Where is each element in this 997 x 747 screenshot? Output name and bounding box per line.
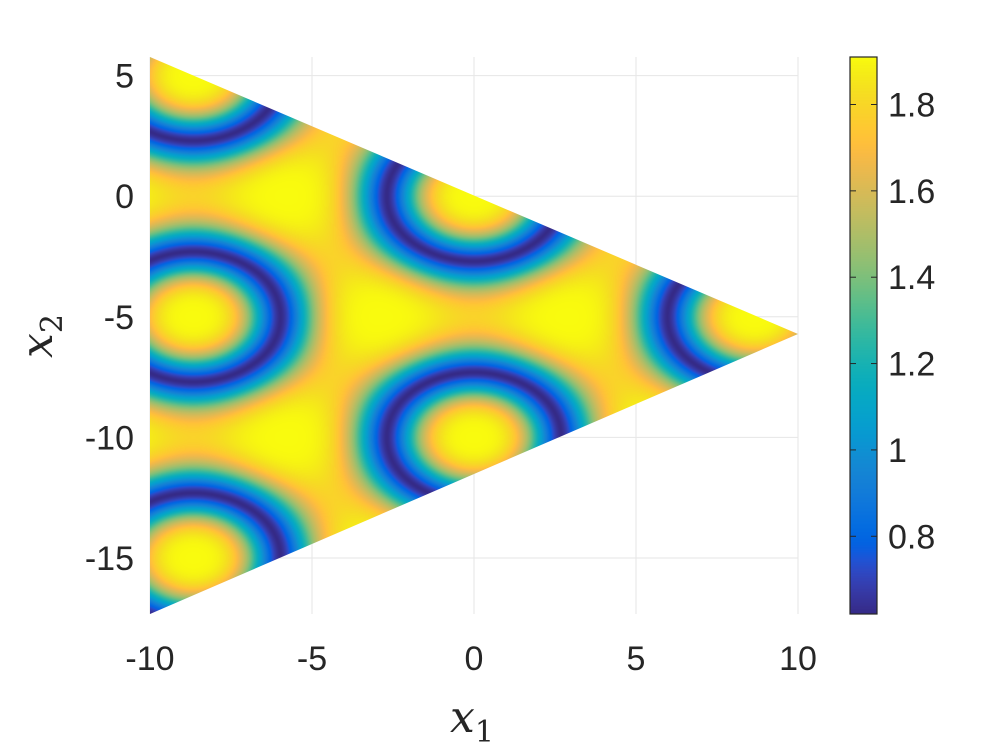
y-axis-label: x2 [12, 314, 70, 358]
colorbar-tick-label: 1.8 [888, 86, 935, 124]
x-tick-label: 5 [627, 640, 646, 678]
x-tick-label: 10 [779, 640, 817, 678]
y-tick-label: -10 [85, 419, 134, 457]
x-tick-label: -10 [125, 640, 174, 678]
colorbar-tick-label: 0.8 [888, 518, 935, 556]
colorbar [850, 57, 877, 614]
colorbar-tick-label: 1 [888, 432, 907, 470]
colorbar-tick-labels: 0.8 1 1.2 1.4 1.6 1.8 [850, 86, 935, 556]
y-tick-label: -5 [104, 299, 134, 337]
y-tick-label: -15 [85, 540, 134, 578]
x-tick-labels: -10 -5 0 5 10 [125, 640, 816, 678]
colorbar-tick-label: 1.4 [888, 259, 935, 297]
y-tick-labels: 5 0 -5 -10 -15 [85, 58, 134, 578]
x-tick-label: -5 [297, 640, 327, 678]
y-tick-label: 5 [115, 58, 134, 96]
x-axis-label: x1 [450, 692, 494, 747]
y-tick-label: 0 [115, 178, 134, 216]
colorbar-tick-label: 1.6 [888, 173, 935, 211]
x-tick-label: 0 [465, 640, 484, 678]
colorbar-tick-label: 1.2 [888, 346, 935, 384]
colorbar-frame [849, 56, 878, 615]
